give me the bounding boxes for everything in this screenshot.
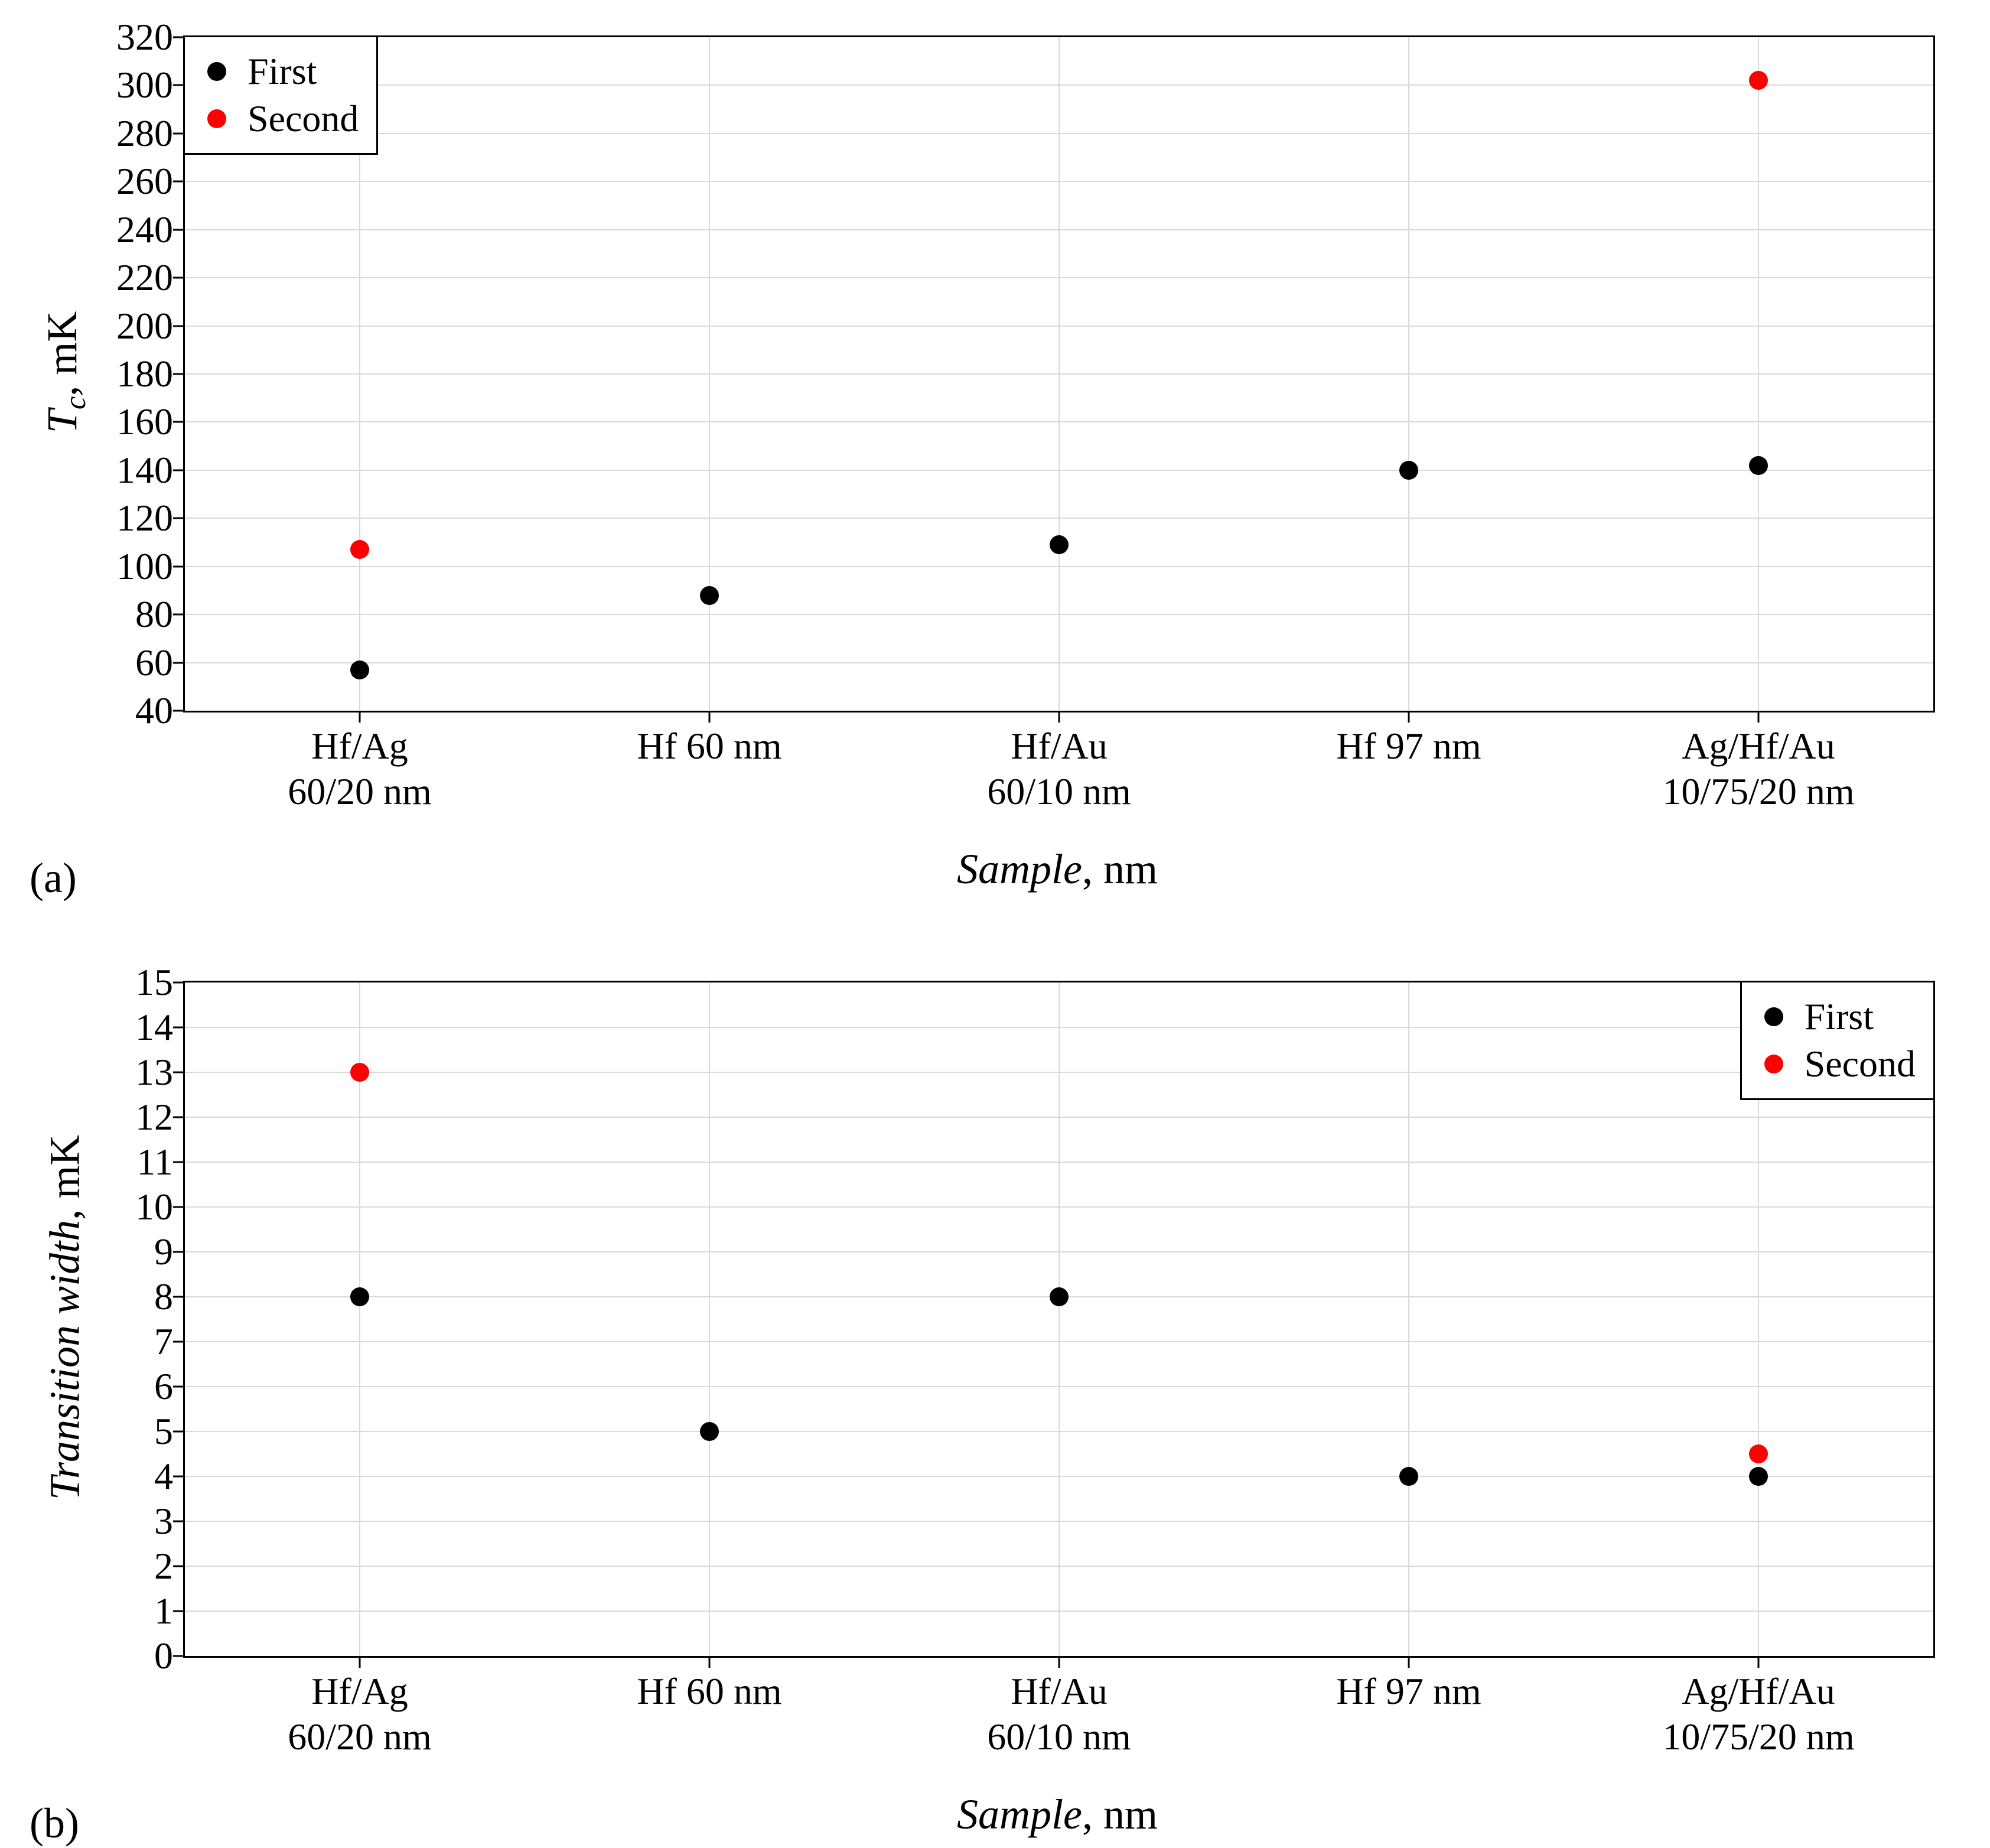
data-point-first bbox=[700, 586, 719, 605]
x-tick-label: Hf 97 nm bbox=[1336, 711, 1481, 769]
legend-row-first: First bbox=[1756, 993, 1916, 1040]
y-tick-label: 12 bbox=[135, 1095, 185, 1139]
y-tick-label: 320 bbox=[116, 15, 185, 59]
y-tick-label: 3 bbox=[154, 1499, 185, 1543]
y-tick-label: 14 bbox=[135, 1006, 185, 1049]
gridline-v bbox=[359, 982, 360, 1656]
legend-a: First Second bbox=[183, 35, 378, 155]
legend-row-first: First bbox=[199, 48, 359, 95]
y-tick-label: 0 bbox=[154, 1634, 185, 1678]
y-tick-label: 240 bbox=[116, 208, 185, 252]
x-tick-label: Hf 60 nm bbox=[637, 711, 781, 769]
data-point-second bbox=[350, 1063, 369, 1082]
legend-row-second: Second bbox=[1756, 1040, 1916, 1088]
x-tick-label: Hf/Au 60/10 nm bbox=[987, 1656, 1131, 1760]
data-point-second bbox=[1749, 71, 1768, 90]
x-tick-label: Hf/Au 60/10 nm bbox=[987, 711, 1131, 815]
y-tick-label: 1 bbox=[154, 1589, 185, 1633]
data-point-first bbox=[1749, 456, 1768, 475]
gridline-v bbox=[709, 982, 710, 1656]
x-tick-label: Ag/Hf/Au 10/75/20 nm bbox=[1662, 1656, 1854, 1760]
y-tick-label: 80 bbox=[135, 593, 185, 636]
data-point-first bbox=[350, 661, 369, 679]
subplot-label-b: (b) bbox=[30, 1799, 79, 1848]
gridline-v bbox=[1758, 37, 1759, 711]
figure: Tc, mK 406080100120140160180200220240260… bbox=[0, 0, 1990, 1846]
y-tick-label: 15 bbox=[135, 961, 185, 1004]
data-point-first bbox=[1399, 461, 1418, 480]
x-axis-title-a: Sample, nm bbox=[957, 845, 1158, 894]
legend-label-first: First bbox=[247, 48, 317, 95]
data-point-first bbox=[700, 1422, 719, 1441]
y-tick-label: 2 bbox=[154, 1544, 185, 1588]
y-tick-label: 200 bbox=[116, 304, 185, 348]
plot-area-a: 4060801001201401601802002202402602803003… bbox=[183, 35, 1935, 712]
data-point-first bbox=[1050, 1287, 1069, 1306]
legend-b: First Second bbox=[1740, 981, 1935, 1100]
y-axis-title-a: Tc, mK bbox=[38, 311, 92, 433]
y-tick-label: 280 bbox=[116, 112, 185, 155]
x-tick-label: Hf 97 nm bbox=[1336, 1656, 1481, 1714]
legend-marker-second bbox=[1756, 1055, 1792, 1073]
y-tick-label: 260 bbox=[116, 160, 185, 203]
x-tick-label: Hf/Ag 60/20 nm bbox=[288, 1656, 432, 1760]
subplot-label-a: (a) bbox=[30, 854, 77, 903]
y-tick-label: 220 bbox=[116, 256, 185, 300]
y-tick-label: 7 bbox=[154, 1320, 185, 1364]
y-tick-label: 13 bbox=[135, 1050, 185, 1094]
y-axis-title-b: Transition width, mK bbox=[41, 1135, 90, 1500]
data-point-first bbox=[1050, 535, 1069, 554]
y-tick-label: 180 bbox=[116, 352, 185, 396]
data-point-first bbox=[1749, 1467, 1768, 1486]
y-tick-label: 8 bbox=[154, 1275, 185, 1319]
gridline-v bbox=[1058, 37, 1060, 711]
y-tick-label: 11 bbox=[136, 1140, 185, 1184]
legend-row-second: Second bbox=[199, 95, 359, 142]
data-point-first bbox=[350, 1287, 369, 1306]
legend-marker-first bbox=[199, 62, 234, 81]
y-tick-label: 6 bbox=[154, 1365, 185, 1408]
data-point-first bbox=[1399, 1467, 1418, 1486]
data-point-second bbox=[350, 540, 369, 559]
gridline-v bbox=[1408, 37, 1409, 711]
y-tick-label: 160 bbox=[116, 400, 185, 444]
legend-marker-first bbox=[1756, 1007, 1792, 1026]
gridline-v bbox=[709, 37, 710, 711]
legend-label-second: Second bbox=[1805, 1040, 1916, 1088]
gridline-v bbox=[1058, 982, 1060, 1656]
y-tick-label: 5 bbox=[154, 1410, 185, 1453]
gridline-v bbox=[1408, 982, 1409, 1656]
legend-marker-second bbox=[199, 109, 234, 128]
y-tick-label: 120 bbox=[116, 496, 185, 540]
legend-label-second: Second bbox=[247, 95, 359, 142]
y-tick-label: 40 bbox=[135, 689, 185, 733]
x-tick-label: Hf 60 nm bbox=[637, 1656, 781, 1714]
y-tick-label: 100 bbox=[116, 545, 185, 588]
legend-label-first: First bbox=[1805, 993, 1874, 1040]
x-tick-label: Hf/Ag 60/20 nm bbox=[288, 711, 432, 815]
x-tick-label: Ag/Hf/Au 10/75/20 nm bbox=[1662, 711, 1854, 815]
y-tick-label: 140 bbox=[116, 448, 185, 492]
y-tick-label: 4 bbox=[154, 1455, 185, 1498]
x-axis-title-b: Sample, nm bbox=[957, 1790, 1158, 1839]
y-tick-label: 9 bbox=[154, 1230, 185, 1274]
y-tick-label: 10 bbox=[135, 1185, 185, 1229]
plot-area-b: 0123456789101112131415Hf/Ag 60/20 nmHf 6… bbox=[183, 981, 1935, 1658]
y-tick-label: 300 bbox=[116, 63, 185, 107]
y-tick-label: 60 bbox=[135, 641, 185, 685]
data-point-second bbox=[1749, 1444, 1768, 1463]
